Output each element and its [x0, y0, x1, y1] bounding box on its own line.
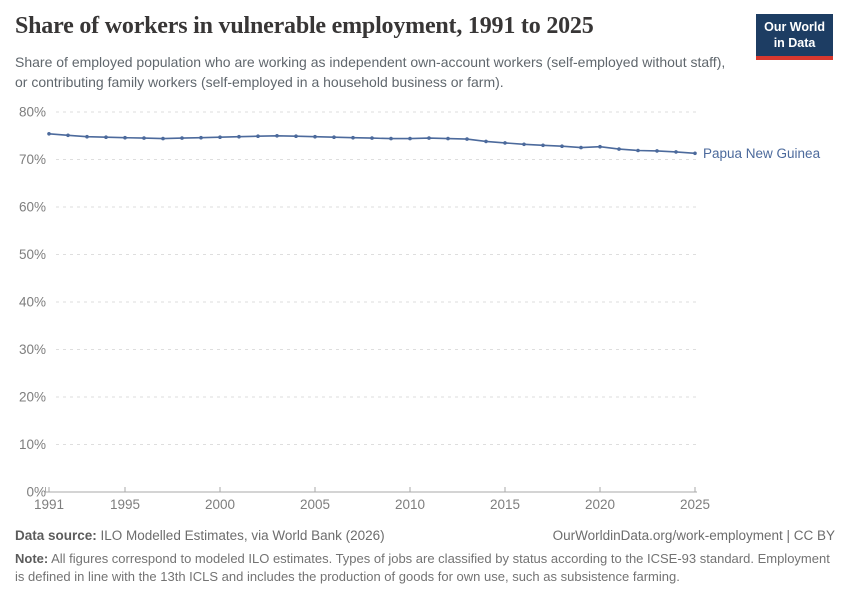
x-axis-label: 2020 [585, 497, 615, 512]
note-label: Note: [15, 551, 49, 566]
x-axis-label: 2000 [205, 497, 235, 512]
owid-logo-line2: in Data [773, 36, 816, 51]
rights-link[interactable]: OurWorldinData.org/work-employment | CC … [552, 528, 835, 543]
data-point[interactable] [85, 134, 89, 139]
y-axis-label: 0% [26, 485, 46, 500]
data-point[interactable] [313, 134, 317, 139]
data-point[interactable] [598, 144, 602, 149]
note-text: All figures correspond to modeled ILO es… [15, 551, 830, 585]
data-point[interactable] [199, 135, 203, 140]
y-axis-label: 70% [19, 152, 46, 167]
data-point[interactable] [408, 136, 412, 141]
data-point[interactable] [104, 135, 108, 139]
data-point[interactable] [427, 136, 431, 140]
data-point[interactable] [636, 148, 640, 153]
x-axis-label: 1991 [34, 497, 64, 512]
y-axis-label: 20% [19, 390, 46, 405]
data-point[interactable] [617, 147, 621, 151]
data-point[interactable] [674, 150, 678, 154]
data-point[interactable] [294, 134, 298, 138]
data-point[interactable] [389, 136, 393, 141]
y-axis-label: 60% [19, 200, 46, 215]
data-point[interactable] [161, 136, 165, 141]
line-chart[interactable]: 0% 10% 20% 30% 40% 50% 60% 70% 80% 1991 1995 2000 20… [0, 95, 850, 530]
x-axis-label: 2015 [490, 497, 520, 512]
data-point[interactable] [351, 135, 355, 140]
data-point[interactable] [579, 145, 583, 150]
data-point[interactable] [256, 134, 260, 138]
data-point[interactable] [370, 136, 374, 140]
y-axis-label: 50% [19, 247, 46, 262]
owid-logo[interactable]: Our World in Data [756, 14, 833, 60]
data-point[interactable] [484, 139, 488, 144]
data-point[interactable] [541, 143, 545, 148]
data-source: Data source: ILO Modelled Estimates, via… [15, 528, 385, 543]
x-axis-label: 2005 [300, 497, 330, 512]
data-point[interactable] [123, 135, 127, 140]
data-point[interactable] [180, 136, 184, 140]
y-axis-label: 80% [19, 105, 46, 120]
data-point[interactable] [142, 136, 146, 140]
data-point[interactable] [655, 149, 659, 153]
y-axis-label: 40% [19, 295, 46, 310]
data-point[interactable] [446, 136, 450, 141]
chart-subtitle: Share of employed population who are wor… [15, 54, 726, 91]
data-point[interactable] [522, 142, 526, 147]
page-title: Share of workers in vulnerable employmen… [15, 13, 594, 39]
data-point[interactable] [465, 137, 469, 141]
entity-label[interactable]: Papua New Guinea [703, 146, 821, 161]
data-point[interactable] [218, 135, 222, 139]
chart-note: Note: All figures correspond to modeled … [15, 550, 837, 587]
x-axis-label: 2010 [395, 497, 425, 512]
x-axis-label: 2025 [680, 497, 710, 512]
data-point[interactable] [275, 134, 279, 138]
data-point[interactable] [332, 135, 336, 139]
data-point[interactable] [503, 141, 507, 145]
data-point[interactable] [693, 151, 697, 156]
x-axis-label: 1995 [110, 497, 140, 512]
data-source-text: ILO Modelled Estimates, via World Bank (… [96, 528, 385, 543]
chart-footer: Data source: ILO Modelled Estimates, via… [15, 528, 835, 587]
y-axis-label: 30% [19, 342, 46, 357]
y-axis-label: 10% [19, 437, 46, 452]
data-point[interactable] [66, 133, 70, 138]
data-point[interactable] [47, 132, 51, 136]
owid-logo-line1: Our World [764, 20, 825, 34]
data-source-label: Data source: [15, 528, 97, 543]
data-point[interactable] [560, 144, 564, 148]
data-point[interactable] [237, 134, 241, 139]
